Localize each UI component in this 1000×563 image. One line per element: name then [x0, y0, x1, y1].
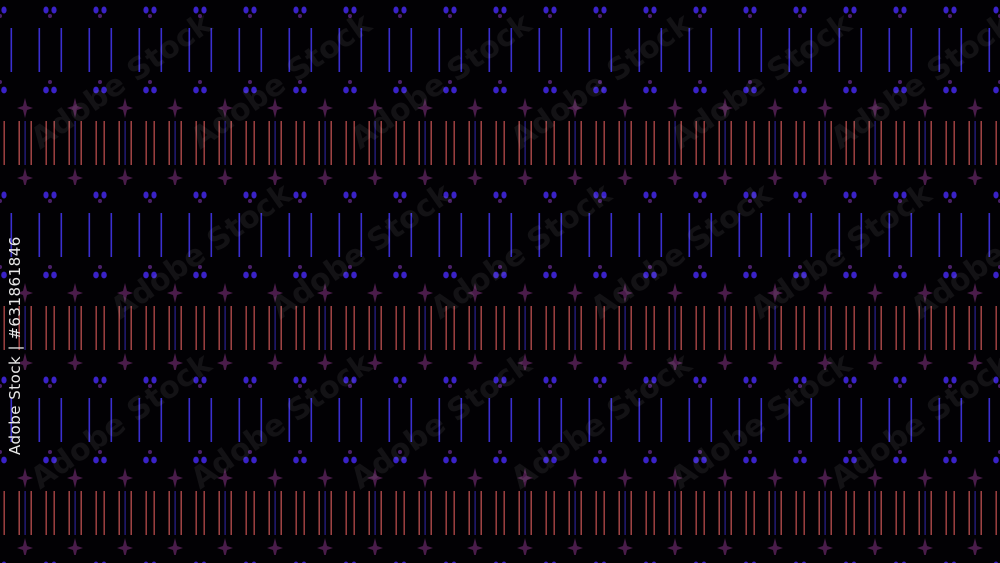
stock-id-label: Adobe Stock | #631861846 — [6, 236, 24, 455]
